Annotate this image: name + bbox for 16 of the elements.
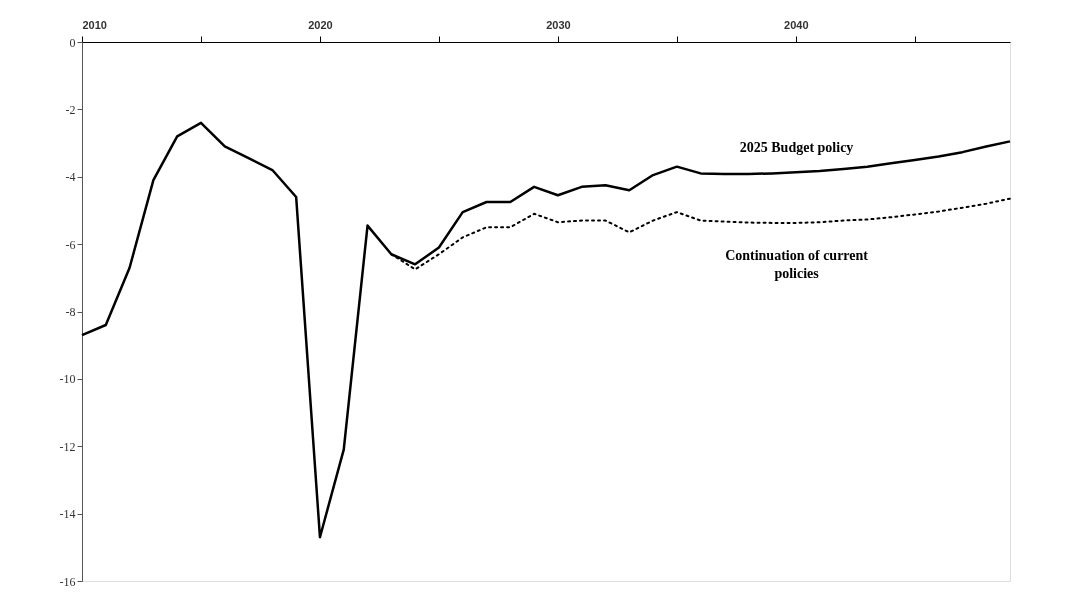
y-tick-label: -4 — [65, 170, 76, 185]
y-tick-label: -8 — [65, 305, 76, 319]
x-tick-label: 2030 — [546, 18, 571, 31]
series-label: 2025 Budget policy — [739, 140, 854, 156]
x-tick-label: 2040 — [784, 18, 809, 31]
x-tick-label: 2020 — [308, 18, 333, 31]
y-tick-label: -16 — [59, 574, 76, 589]
y-tick-label: 0 — [69, 35, 76, 50]
y-tick-label: -2 — [65, 102, 76, 117]
x-tick-label: 2010 — [82, 18, 107, 31]
series-label: Continuation of current policies — [725, 247, 869, 281]
y-tick-label: -12 — [59, 439, 76, 454]
y-tick-label: -6 — [65, 237, 76, 252]
line-series — [80, 121, 1012, 539]
y-tick-label: -14 — [59, 507, 76, 522]
y-tick-label: -10 — [59, 372, 76, 387]
